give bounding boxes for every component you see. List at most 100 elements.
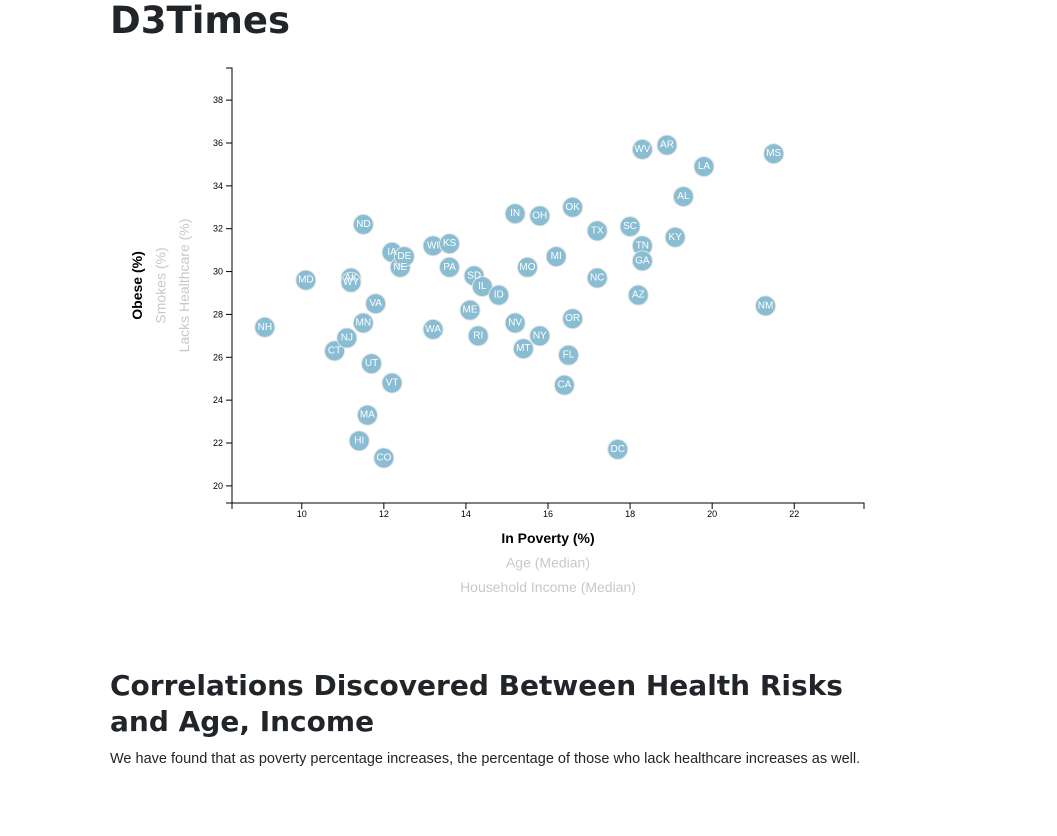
y-axis-label[interactable]: Lacks Healthcare (%)	[176, 219, 192, 353]
state-marker	[393, 246, 415, 268]
state-marker	[361, 353, 383, 375]
state-marker	[755, 295, 777, 317]
state-label: UT	[365, 358, 378, 369]
x-axis-labels: In Poverty (%) Age (Median) Household Inco…	[460, 530, 636, 595]
state-label: GA	[635, 255, 650, 266]
state-marker	[562, 308, 584, 330]
state-marker	[545, 246, 567, 268]
state-marker	[488, 284, 510, 306]
state-label: CA	[557, 380, 571, 391]
x-tick-label: 22	[789, 509, 799, 519]
state-label: DE	[397, 251, 411, 262]
state-marker	[558, 344, 580, 366]
state-label: TX	[591, 225, 604, 236]
y-tick-label: 20	[213, 481, 223, 491]
state-label: NV	[508, 318, 522, 329]
state-marker	[467, 325, 489, 347]
state-marker	[529, 325, 551, 347]
state-label: ND	[356, 219, 370, 230]
y-axis-label[interactable]: Obese (%)	[129, 251, 145, 319]
y-tick-label: 26	[213, 352, 223, 362]
state-label: MO	[519, 262, 535, 273]
y-tick-label: 36	[213, 138, 223, 148]
x-tick-label: 16	[543, 509, 553, 519]
y-axis: 20 22 24 26 28 30 32 34 36 38	[213, 67, 233, 504]
state-marker	[512, 338, 534, 360]
state-label: NJ	[341, 333, 353, 344]
state-label: WY	[343, 277, 359, 288]
y-tick-label: 22	[213, 438, 223, 448]
state-marker	[365, 293, 387, 315]
section-text: We have found that as poverty percentage…	[110, 751, 861, 767]
state-marker	[562, 196, 584, 218]
y-tick-label: 30	[213, 267, 223, 277]
state-marker	[373, 447, 395, 469]
state-label: NH	[258, 322, 272, 333]
state-label: OH	[532, 210, 547, 221]
state-marker	[352, 312, 374, 334]
x-tick-label: 12	[379, 509, 389, 519]
y-axis-line	[226, 67, 233, 504]
state-label: SC	[623, 221, 637, 232]
state-marker	[381, 372, 403, 394]
state-label: AR	[660, 140, 674, 151]
state-label: VA	[369, 298, 382, 309]
state-marker	[586, 267, 608, 289]
state-label: AZ	[632, 290, 645, 301]
y-tick-label: 28	[213, 309, 223, 319]
state-label: SD	[467, 270, 481, 281]
state-label: PA	[443, 262, 456, 273]
x-tick-label: 10	[297, 509, 307, 519]
state-marker	[471, 276, 493, 298]
state-marker	[586, 220, 608, 242]
state-label: MA	[360, 410, 375, 421]
state-marker	[656, 134, 678, 156]
state-label: MI	[551, 251, 562, 262]
state-label: OK	[565, 202, 580, 213]
state-marker	[459, 299, 481, 321]
state-label: KS	[443, 238, 457, 249]
state-label: NE	[393, 262, 407, 273]
state-label: ID	[494, 290, 504, 301]
x-axis: 10 12 14 16 18 20 22	[231, 502, 865, 519]
state-label: FL	[563, 350, 575, 361]
state-marker	[352, 213, 374, 235]
state-marker	[356, 404, 378, 426]
section-title: Correlations Discovered Between Health R…	[110, 669, 843, 738]
x-tick-label: 20	[707, 509, 717, 519]
state-marker	[336, 327, 358, 349]
state-marker	[672, 186, 694, 208]
state-label: WI	[427, 240, 439, 251]
state-label: NY	[533, 330, 547, 341]
state-label: AL	[677, 191, 690, 202]
page-title: D3Times	[110, 0, 291, 42]
x-axis-label[interactable]: Age (Median)	[506, 555, 590, 571]
state-marker	[254, 316, 276, 338]
y-tick-label: 32	[213, 224, 223, 234]
state-marker	[763, 143, 785, 165]
state-label: KY	[669, 232, 683, 243]
state-marker	[619, 216, 641, 238]
x-axis-label[interactable]: Household Income (Median)	[460, 579, 636, 595]
state-label: TN	[636, 240, 649, 251]
state-marker	[422, 318, 444, 340]
state-marker	[627, 284, 649, 306]
state-marker	[295, 269, 317, 291]
state-label: HI	[354, 435, 364, 446]
y-axis-labels: Obese (%) Smokes (%) Lacks Healthcare (%)	[129, 219, 192, 353]
state-label: NC	[590, 273, 604, 284]
state-label: ME	[463, 305, 478, 316]
state-marker	[504, 312, 526, 334]
scatter-chart: 10 12 14 16 18 20 22 20 22 24 26 28 30 32 34 36 38 NH MD…	[129, 67, 865, 595]
x-axis-label[interactable]: In Poverty (%)	[501, 530, 594, 546]
state-label: NM	[758, 300, 774, 311]
state-label: MT	[516, 343, 530, 354]
state-marker	[324, 340, 346, 362]
state-marker	[348, 430, 370, 452]
state-marker	[439, 256, 461, 278]
state-label: CT	[328, 345, 341, 356]
state-label: MN	[356, 318, 372, 329]
y-axis-label[interactable]: Smokes (%)	[153, 247, 169, 323]
state-label: MS	[766, 148, 781, 159]
